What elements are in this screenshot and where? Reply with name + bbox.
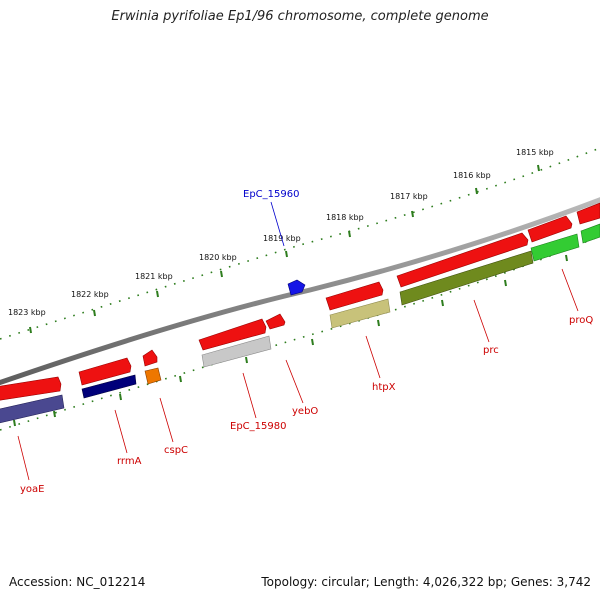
gene-label-cspC[interactable]: cspC <box>164 445 188 456</box>
gene-label-proQ[interactable]: proQ <box>569 315 593 326</box>
map-title: Erwinia pyrifoliae Ep1/96 chromosome, co… <box>111 9 489 24</box>
gene-feature[interactable] <box>201 335 272 368</box>
major-ticks <box>13 164 568 427</box>
gene-feature[interactable] <box>144 367 162 385</box>
kbp-labels: 1823 kbp 1822 kbp 1821 kbp 1820 kbp 1819… <box>8 148 554 317</box>
gene-feature[interactable] <box>198 318 267 351</box>
gene-feature[interactable] <box>329 298 391 329</box>
gene-feature[interactable] <box>396 232 529 288</box>
tick-label: 1822 kbp <box>71 290 109 299</box>
gene-label-rrmA[interactable]: rrmA <box>117 456 142 467</box>
gene-label-epc15960[interactable]: EpC_15960 <box>243 189 299 200</box>
gene-feature[interactable] <box>580 223 600 244</box>
tick-label: 1820 kbp <box>199 253 237 262</box>
outer-strand-features <box>0 202 600 401</box>
gene-labels: yoaE rrmA cspC EpC_15980 yebO htpX prc p… <box>20 189 593 495</box>
gene-feature[interactable] <box>78 357 132 386</box>
tick-label: 1817 kbp <box>390 192 428 201</box>
gene-feature[interactable] <box>399 250 534 306</box>
gene-feature[interactable] <box>576 202 600 225</box>
gene-feature[interactable] <box>287 279 306 296</box>
gene-feature[interactable] <box>265 313 286 330</box>
gene-feature[interactable] <box>142 349 158 367</box>
gene-label-epc15980[interactable]: EpC_15980 <box>230 421 286 432</box>
tick-label: 1823 kbp <box>8 308 46 317</box>
tick-label: 1816 kbp <box>453 171 491 180</box>
gene-label-prc[interactable]: prc <box>483 345 499 356</box>
gene-label-yebO[interactable]: yebO <box>292 406 318 417</box>
gene-feature[interactable] <box>530 233 580 262</box>
gene-feature[interactable] <box>527 215 573 243</box>
tick-label: 1815 kbp <box>516 148 554 157</box>
gene-feature[interactable] <box>81 374 137 399</box>
leader-lines <box>17 201 579 481</box>
inner-strand-features <box>0 223 600 424</box>
tick-label: 1821 kbp <box>135 272 173 281</box>
gene-label-htpX[interactable]: htpX <box>372 382 396 393</box>
gene-label-yoaE[interactable]: yoaE <box>20 484 44 495</box>
genome-summary-text: Topology: circular; Length: 4,026,322 bp… <box>261 575 591 589</box>
chromosome-backbone <box>0 197 600 386</box>
tick-label: 1818 kbp <box>326 213 364 222</box>
gene-feature[interactable] <box>325 281 384 311</box>
gene-feature[interactable] <box>0 394 65 424</box>
accession-text: Accession: NC_012214 <box>9 575 146 589</box>
gene-feature[interactable] <box>0 376 62 401</box>
